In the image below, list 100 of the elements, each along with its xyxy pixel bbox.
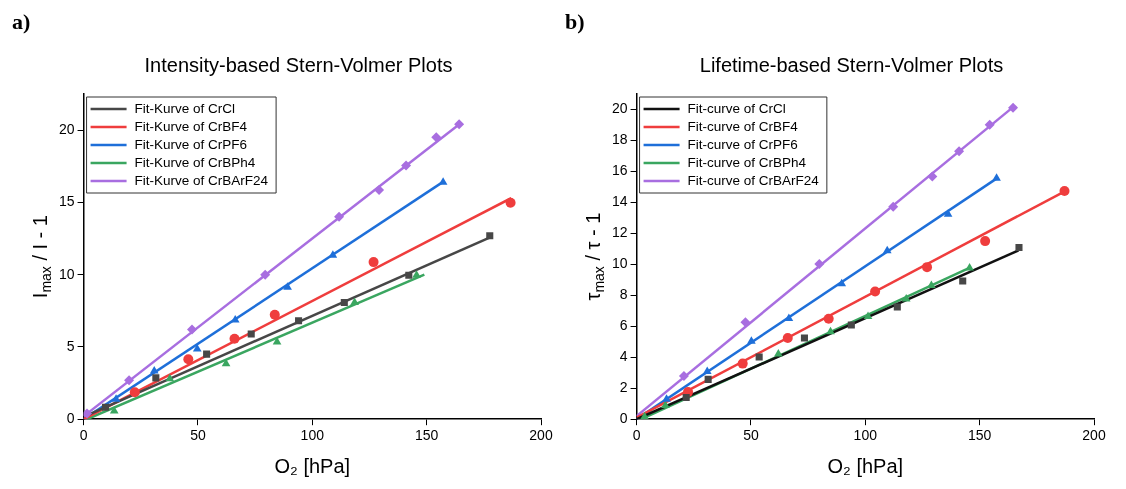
- legend-label: Fit-Kurve of CrBArF24: [134, 172, 269, 188]
- point: [405, 271, 413, 279]
- x-tick-label: 50: [190, 427, 206, 444]
- x-tick-label: 150: [414, 427, 439, 444]
- point: [183, 354, 194, 365]
- legend-label: Fit-curve of CrBF4: [687, 118, 799, 134]
- point: [893, 303, 901, 311]
- y-tick-label: 18: [611, 131, 628, 148]
- point: [678, 371, 689, 381]
- point: [927, 171, 938, 182]
- point: [901, 294, 911, 302]
- chart-title: Lifetime-based Stern-Volmer Plots: [699, 53, 1004, 76]
- point: [486, 232, 494, 240]
- y-tick-label: 8: [619, 286, 628, 303]
- legend-label: Fit-curve of CrBArF24: [687, 172, 820, 188]
- text: a): [12, 8, 31, 34]
- point: [774, 349, 783, 357]
- point: [192, 344, 202, 352]
- point: [149, 365, 159, 374]
- point: [101, 403, 110, 411]
- point: [283, 282, 292, 290]
- point: [837, 278, 847, 287]
- x-tick-label: 200: [1082, 427, 1106, 444]
- point: [109, 405, 119, 414]
- point: [984, 119, 995, 130]
- point: [959, 277, 967, 285]
- legend-label: Fit-curve of CrCl: [687, 100, 786, 116]
- x-tick-label: 100: [853, 427, 878, 444]
- point: [505, 197, 516, 208]
- point: [203, 350, 211, 358]
- legend-label: Fit-Kurve of CrPF6: [134, 136, 248, 152]
- y-axis-title: τmax / τ - 1: [582, 212, 608, 301]
- point: [823, 313, 834, 324]
- point: [412, 270, 421, 278]
- x-tick-label: 0: [632, 427, 641, 444]
- legend-label: Fit-curve of CrBPh4: [687, 154, 807, 170]
- point: [295, 317, 303, 325]
- y-tick-label: 6: [619, 317, 628, 334]
- y-tick-label: 10: [58, 265, 75, 282]
- point: [374, 185, 385, 196]
- y-tick-label: 2: [619, 379, 628, 396]
- y-tick-label: 0: [619, 410, 628, 427]
- point: [328, 250, 338, 258]
- x-tick-label: 100: [300, 427, 325, 444]
- x-tick-label: 0: [79, 427, 88, 444]
- point: [1008, 102, 1019, 113]
- point: [247, 330, 255, 338]
- point: [661, 400, 670, 409]
- legend-label: Fit-Kurve of CrBF4: [134, 118, 248, 134]
- y-tick-label: 5: [66, 337, 75, 354]
- y-tick-label: 16: [611, 162, 628, 179]
- point: [640, 411, 649, 420]
- point: [111, 394, 121, 402]
- point: [992, 173, 1001, 181]
- point: [368, 257, 379, 268]
- y-tick-label: 0: [66, 410, 75, 427]
- x-tick-label: 150: [967, 427, 992, 444]
- y-axis-title: Imax / I - 1: [29, 215, 55, 299]
- point: [186, 324, 197, 335]
- point: [922, 262, 933, 273]
- y-tick-label: 20: [611, 100, 628, 117]
- point: [662, 394, 671, 402]
- point: [334, 211, 345, 222]
- point: [826, 326, 835, 335]
- point: [83, 408, 92, 419]
- x-axis-title: O₂ [hPa]: [274, 454, 351, 477]
- x-axis-title: O₂ [hPa]: [827, 454, 904, 477]
- point: [747, 336, 756, 344]
- point: [704, 375, 712, 383]
- point: [847, 321, 855, 329]
- point: [269, 309, 280, 320]
- y-tick-label: 10: [611, 255, 628, 272]
- y-tick-label: 15: [58, 193, 75, 210]
- point: [800, 334, 808, 342]
- point: [943, 209, 953, 217]
- point: [401, 160, 412, 171]
- point: [340, 298, 348, 306]
- point: [782, 333, 793, 344]
- legend-label: Fit-Kurve of CrCl: [134, 100, 236, 116]
- point: [863, 311, 873, 320]
- point: [454, 119, 465, 130]
- point: [350, 297, 359, 305]
- y-tick-label: 12: [611, 224, 628, 241]
- point: [1015, 243, 1023, 251]
- y-tick-label: 14: [611, 193, 628, 210]
- point: [814, 259, 825, 270]
- y-tick-label: 4: [619, 348, 628, 365]
- point: [784, 313, 794, 321]
- point: [129, 387, 140, 398]
- point: [980, 236, 991, 247]
- point: [152, 374, 160, 382]
- point: [870, 286, 881, 297]
- x-tick-label: 200: [529, 427, 553, 444]
- point: [260, 269, 271, 280]
- x-tick-label: 50: [743, 427, 759, 444]
- legend-label: Fit-Kurve of CrBPh4: [134, 154, 256, 170]
- point: [755, 353, 763, 361]
- chart-title: Intensity-based Stern-Volmer Plots: [144, 53, 453, 76]
- y-tick-label: 20: [58, 120, 75, 137]
- legend-label: Fit-curve of CrPF6: [687, 136, 798, 152]
